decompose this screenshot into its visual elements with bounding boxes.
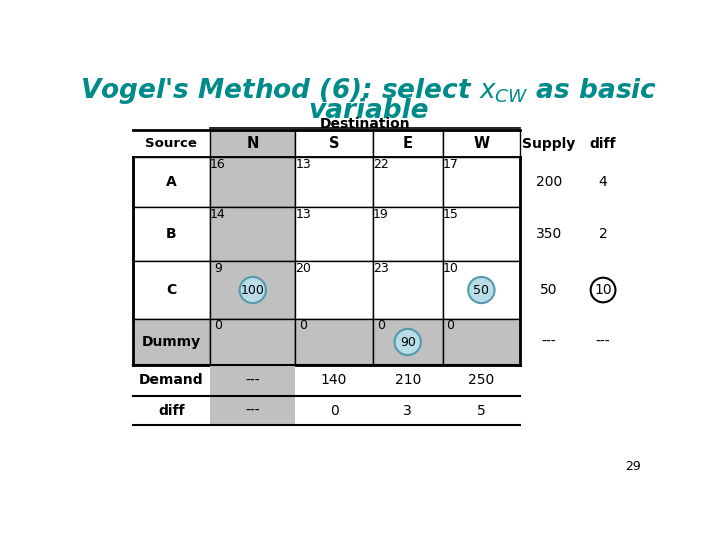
Text: 50: 50 [473,284,490,296]
Bar [373,207,443,261]
Text: 140: 140 [321,374,347,388]
Bar [443,261,520,319]
Text: Destination: Destination [320,117,410,131]
Text: 19: 19 [373,208,389,221]
Bar [443,319,520,365]
Circle shape [468,277,495,303]
Bar [210,365,295,396]
Text: 0: 0 [299,319,307,332]
Bar [210,261,295,319]
Text: S: S [329,136,339,151]
Text: Source: Source [145,137,197,150]
Text: 13: 13 [295,208,311,221]
Bar [210,319,295,365]
Text: A: A [166,175,176,189]
Bar [210,396,295,425]
Text: Demand: Demand [139,374,204,388]
Circle shape [590,278,616,302]
Text: 13: 13 [295,158,311,171]
Bar [443,207,520,261]
Bar [210,130,295,157]
Text: 3: 3 [403,403,412,417]
Text: 4: 4 [598,175,608,189]
Bar [132,207,210,261]
Text: 200: 200 [536,175,562,189]
Bar [295,261,373,319]
Bar [373,319,443,365]
Text: 50: 50 [540,283,557,297]
Text: 22: 22 [373,158,389,171]
Circle shape [395,329,421,355]
Text: C: C [166,283,176,297]
Bar [210,207,295,261]
Text: 10: 10 [594,283,612,297]
Bar [295,130,373,157]
Text: 23: 23 [373,261,389,274]
Text: B: B [166,227,176,241]
Bar [295,207,373,261]
Text: diff: diff [590,137,616,151]
Text: 14: 14 [210,208,226,221]
Text: 29: 29 [625,460,640,473]
Bar [443,157,520,207]
Bar [295,157,373,207]
Bar [132,157,210,207]
Text: 350: 350 [536,227,562,241]
Text: 2: 2 [598,227,608,241]
Text: ---: --- [246,374,260,388]
Text: ---: --- [541,335,556,349]
Text: Vogel's Method (6): select $\mathit{x_{CW}}$ as basic: Vogel's Method (6): select $\mathit{x_{C… [81,76,657,106]
Bar [443,130,520,157]
Text: 0: 0 [377,319,384,332]
Text: 16: 16 [210,158,226,171]
Text: 0: 0 [446,319,454,332]
Text: 5: 5 [477,403,486,417]
Bar [132,261,210,319]
Text: Dummy: Dummy [142,335,201,349]
Bar [295,319,373,365]
Bar [373,130,443,157]
Bar [132,130,210,157]
Bar [373,261,443,319]
Text: 20: 20 [295,261,311,274]
Text: Supply: Supply [522,137,575,151]
Text: W: W [473,136,490,151]
Bar [373,157,443,207]
Text: 15: 15 [442,208,459,221]
Text: variable: variable [309,98,429,124]
Text: ---: --- [246,403,260,417]
Text: 0: 0 [330,403,338,417]
Text: 9: 9 [214,261,222,274]
Text: diff: diff [158,403,184,417]
Bar [210,157,295,207]
Text: 210: 210 [395,374,421,388]
Circle shape [240,277,266,303]
Bar [132,319,210,365]
Text: 17: 17 [442,158,459,171]
Text: 10: 10 [442,261,459,274]
Text: 90: 90 [400,335,415,348]
Text: 0: 0 [214,319,222,332]
Text: 250: 250 [468,374,495,388]
Text: N: N [246,136,259,151]
Text: 100: 100 [240,284,265,296]
Text: ---: --- [595,335,611,349]
Text: E: E [402,136,413,151]
